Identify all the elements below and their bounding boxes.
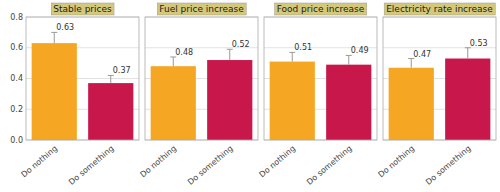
bars bbox=[270, 52, 372, 140]
chart-container: 0.00.20.40.60.80.630.37Do nothingDo some… bbox=[0, 0, 500, 192]
x-tick-label: Do nothing bbox=[20, 144, 60, 179]
x-tick-label: Do something bbox=[424, 144, 473, 187]
error-bar bbox=[408, 59, 414, 68]
x-tick-label: Do something bbox=[67, 144, 116, 187]
panel: 0.51 0.49 Do nothingDo something Food price… bbox=[258, 3, 377, 187]
data-label: 0.48 bbox=[175, 48, 193, 57]
bar bbox=[445, 59, 490, 140]
plot-frame bbox=[264, 17, 377, 140]
error-stem bbox=[411, 59, 412, 68]
plot-background bbox=[264, 17, 377, 140]
y-tick-label: 0.0 bbox=[10, 136, 23, 145]
error-bar bbox=[346, 55, 352, 64]
bar bbox=[88, 83, 133, 140]
error-stem bbox=[110, 75, 111, 83]
y-tick-label: 0.2 bbox=[10, 105, 23, 114]
panel-title: Food price increase bbox=[277, 4, 365, 14]
panel-title: Stable prices bbox=[53, 4, 112, 14]
bar bbox=[326, 65, 371, 140]
plot-background bbox=[383, 17, 496, 140]
title-group: Fuel price increase bbox=[157, 3, 246, 15]
y-tick-label: 0.8 bbox=[10, 13, 23, 22]
x-tick-label: Do nothing bbox=[139, 144, 179, 179]
panel-title: Electricity rate increase bbox=[386, 4, 493, 14]
error-stem bbox=[348, 55, 349, 64]
bar bbox=[207, 60, 252, 140]
x-tick-label: Do nothing bbox=[258, 144, 298, 179]
data-label: 0.49 bbox=[351, 46, 369, 55]
data-label: 0.51 bbox=[294, 43, 312, 52]
bars bbox=[151, 49, 253, 140]
plot-background bbox=[26, 17, 139, 140]
error-bar bbox=[227, 49, 233, 60]
error-bar bbox=[289, 52, 295, 61]
data-label: 0.47 bbox=[413, 50, 431, 59]
title-background bbox=[51, 3, 114, 15]
error-stem bbox=[292, 52, 293, 61]
x-tick-label: Do nothing bbox=[377, 144, 417, 179]
panel: 0.0 0.2 0.4 0.6 0.8 0.63 0.37 Do nothingDo some… bbox=[10, 3, 139, 187]
x-tick-label: Do something bbox=[305, 144, 354, 187]
bar bbox=[151, 66, 196, 140]
plot-background bbox=[145, 17, 258, 140]
x-tick-label: Do something bbox=[186, 144, 235, 187]
title-background bbox=[157, 3, 246, 15]
title-background bbox=[384, 3, 495, 15]
error-stem bbox=[467, 48, 468, 59]
data-label: 0.63 bbox=[56, 23, 74, 32]
error-bar bbox=[51, 32, 57, 43]
y-tick-label: 0.6 bbox=[10, 43, 23, 52]
bar bbox=[270, 62, 315, 140]
data-label: 0.37 bbox=[113, 66, 131, 75]
plot-frame bbox=[383, 17, 496, 140]
chart-svg: 0.00.20.40.60.80.630.37Do nothingDo some… bbox=[0, 0, 500, 192]
error-stem bbox=[229, 49, 230, 60]
data-label: 0.52 bbox=[232, 40, 250, 49]
error-bar bbox=[108, 75, 114, 83]
panel-title: Fuel price increase bbox=[159, 4, 244, 14]
title-group: Food price increase bbox=[275, 3, 367, 15]
plot-frame bbox=[26, 17, 139, 140]
y-tick-label: 0.4 bbox=[10, 74, 23, 83]
bar bbox=[32, 43, 77, 140]
error-bar bbox=[465, 48, 471, 59]
data-label: 0.53 bbox=[470, 39, 488, 48]
plot-frame bbox=[145, 17, 258, 140]
title-group: Electricity rate increase bbox=[384, 3, 495, 15]
bars bbox=[32, 32, 134, 140]
error-stem bbox=[54, 32, 55, 43]
error-bar bbox=[170, 57, 176, 66]
error-stem bbox=[173, 57, 174, 66]
panel: 0.48 0.52 Do nothingDo something Fuel price… bbox=[139, 3, 258, 187]
title-background bbox=[275, 3, 367, 15]
panel: 0.47 0.53 Do nothingDo something Electricit… bbox=[377, 3, 496, 187]
bars bbox=[389, 48, 491, 140]
bar bbox=[389, 68, 434, 140]
title-group: Stable prices bbox=[51, 3, 114, 15]
